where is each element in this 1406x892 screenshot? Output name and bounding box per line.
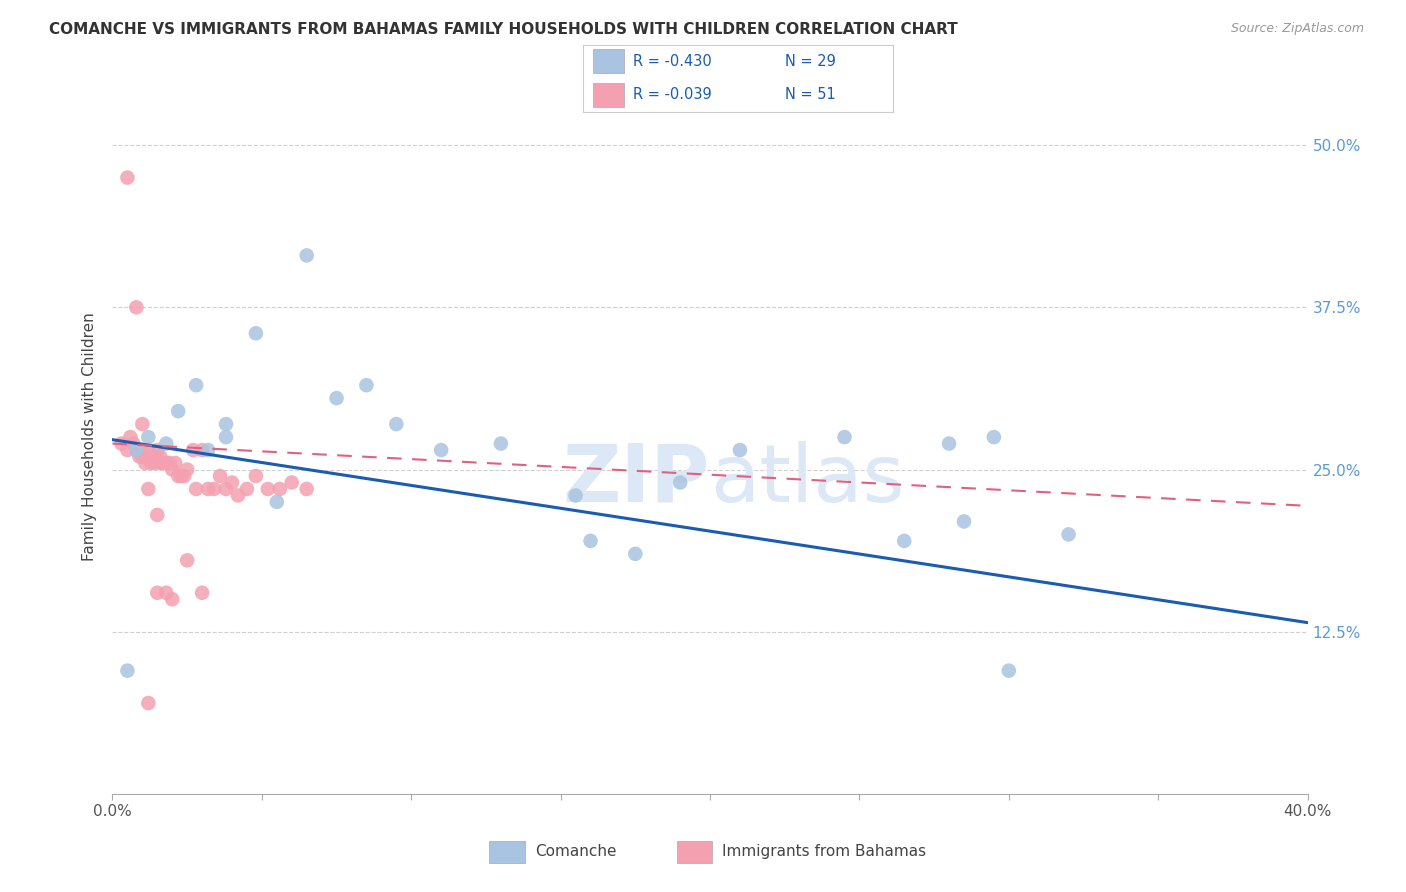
Point [165, 456, 187, 470]
Point [122, 436, 145, 450]
Point [173, 469, 195, 483]
Point [125, 301, 148, 315]
Point [893, 533, 915, 548]
Text: N = 51: N = 51 [785, 87, 835, 103]
Point [197, 443, 219, 458]
Point [117, 170, 139, 185]
Point [186, 482, 208, 496]
Y-axis label: Family Households with Children: Family Households with Children [82, 313, 97, 561]
Point [245, 469, 267, 483]
Point [953, 515, 976, 529]
Text: ZIP: ZIP [562, 441, 710, 519]
Point [138, 696, 160, 710]
Point [128, 450, 150, 464]
Point [155, 436, 177, 450]
Point [834, 430, 856, 444]
Point [155, 586, 177, 600]
Point [215, 417, 238, 431]
Point [209, 469, 232, 483]
Point [489, 436, 512, 450]
Point [146, 586, 169, 600]
Point [176, 462, 198, 476]
Point [110, 436, 132, 450]
Point [146, 443, 169, 458]
Point [170, 469, 193, 483]
Point [215, 482, 238, 496]
Point [938, 436, 960, 450]
Point [117, 443, 139, 458]
Point [221, 475, 243, 490]
Point [1057, 527, 1080, 541]
Point [149, 450, 172, 464]
Point [152, 456, 174, 470]
Point [281, 475, 304, 490]
Bar [676, 840, 711, 863]
Point [295, 482, 318, 496]
Text: R = -0.039: R = -0.039 [633, 87, 711, 103]
Point [167, 469, 190, 483]
Point [191, 586, 214, 600]
Point [117, 664, 139, 678]
Point [138, 443, 160, 458]
Point [202, 482, 225, 496]
Text: atlas: atlas [710, 441, 904, 519]
Point [325, 391, 347, 405]
Point [149, 456, 172, 470]
Bar [593, 83, 624, 107]
Point [141, 456, 163, 470]
Point [120, 430, 142, 444]
Point [728, 443, 751, 458]
Text: Source: ZipAtlas.com: Source: ZipAtlas.com [1230, 22, 1364, 36]
Point [162, 592, 183, 607]
Point [125, 443, 148, 458]
Point [131, 450, 153, 464]
Point [186, 378, 208, 392]
Text: N = 29: N = 29 [785, 54, 835, 69]
Text: COMANCHE VS IMMIGRANTS FROM BAHAMAS FAMILY HOUSEHOLDS WITH CHILDREN CORRELATION : COMANCHE VS IMMIGRANTS FROM BAHAMAS FAMI… [49, 22, 957, 37]
Point [579, 533, 602, 548]
Text: Comanche: Comanche [534, 845, 616, 859]
Point [215, 430, 238, 444]
Text: R = -0.430: R = -0.430 [633, 54, 711, 69]
Point [269, 482, 291, 496]
Point [257, 482, 280, 496]
Point [167, 404, 190, 418]
Point [191, 443, 214, 458]
Point [181, 443, 204, 458]
Point [197, 482, 219, 496]
Point [998, 664, 1021, 678]
Point [669, 475, 692, 490]
Point [138, 482, 160, 496]
Point [162, 462, 183, 476]
Point [245, 326, 267, 341]
Point [385, 417, 408, 431]
Point [356, 378, 378, 392]
Text: Immigrants from Bahamas: Immigrants from Bahamas [723, 845, 927, 859]
Point [138, 430, 160, 444]
Point [564, 488, 586, 502]
Point [131, 443, 153, 458]
Point [155, 456, 177, 470]
Point [157, 456, 180, 470]
Point [134, 456, 156, 470]
Point [176, 553, 198, 567]
Point [131, 417, 153, 431]
Point [266, 495, 288, 509]
Bar [489, 840, 524, 863]
Point [983, 430, 1005, 444]
Point [125, 443, 148, 458]
Point [146, 508, 169, 522]
Point [143, 456, 166, 470]
Point [236, 482, 259, 496]
Point [226, 488, 249, 502]
Point [143, 450, 166, 464]
Point [430, 443, 453, 458]
Point [624, 547, 647, 561]
Bar [593, 49, 624, 73]
Point [295, 248, 318, 262]
